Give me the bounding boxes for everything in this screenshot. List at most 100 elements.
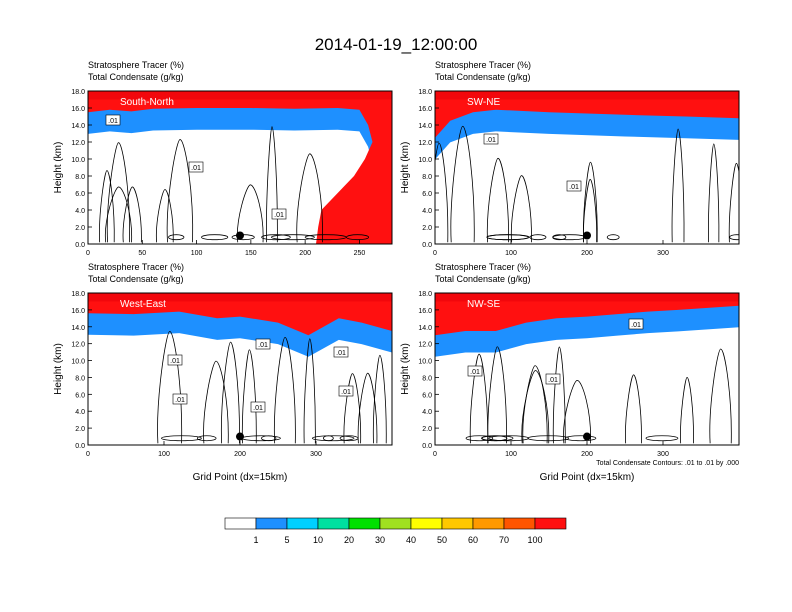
contour-line [273,336,296,444]
contour-label-text: .01 [258,342,268,349]
contour-label: .01 [105,114,121,126]
contour-line [343,373,362,444]
contour-label-text: .01 [253,405,263,412]
x-axis-label: Grid Point (dx=15km) [193,472,288,483]
contour-line [122,186,142,243]
location-marker [583,231,591,240]
contour-line [339,435,359,442]
x-tick-label: 300 [310,451,322,458]
contour-label-text: .01 [470,369,480,376]
tracer-band [435,91,739,138]
contour-line [582,161,598,243]
colorbar-label: 50 [437,535,447,545]
y-tick-label: 18.0 [418,291,432,298]
colorbar-label: 20 [344,535,354,545]
panel-label: NW-SE [467,299,500,310]
contour-label: .01 [250,401,266,413]
colorbar-label: 70 [499,535,509,545]
colorbar-label: 40 [406,535,416,545]
location-marker [236,432,244,441]
x-tick-label: 0 [86,250,90,257]
contour-label-text: .01 [175,397,185,404]
contour-line [104,186,132,243]
y-tick-label: 16.0 [418,106,432,113]
contour-label: .01 [628,318,644,330]
colorbar-label: 5 [284,535,289,545]
contour-label-text: .01 [341,389,351,396]
chart-panel: .01 .01 .01 South-North Stratosphere Tracer … [53,60,393,257]
y-tick-label: 8.0 [75,375,85,382]
x-tick-label: 300 [657,451,669,458]
panel-label: SW-NE [467,97,500,108]
y-axis-label: Height (km) [400,343,411,395]
contour-label-text: .01 [486,137,496,144]
contour-line [510,175,532,243]
contour-label-text: .01 [336,350,346,357]
contour-line [168,234,185,241]
colorbar-cell [286,517,319,530]
field-label-condensate: Total Condensate (g/kg) [88,274,184,284]
field-label-tracer: Stratosphere Tracer (%) [88,262,184,272]
contour-label: .01 [167,354,183,366]
chart-panel: .01 .01 SW-NE Stratosphere Tracer (%) Total … [400,60,740,257]
tracer-top-stripe [435,91,739,100]
y-tick-label: 0.0 [75,443,85,450]
y-tick-label: 2.0 [75,225,85,232]
colorbar-label: 1 [253,535,258,545]
field-label-condensate: Total Condensate (g/kg) [435,274,531,284]
contour-label-text: .01 [108,118,118,125]
colorbar: 1 5 10 20 30 40 50 60 70 100 [224,517,567,545]
field-label-tracer: Stratosphere Tracer (%) [435,262,531,272]
contour-line [671,128,685,243]
tracer-shading [88,293,392,357]
y-tick-label: 12.0 [71,140,85,147]
contour-line [266,126,278,243]
y-tick-label: 16.0 [418,308,432,315]
contour-line [357,372,378,444]
panels: .01 .01 .01 South-North Stratosphere Tracer … [53,60,740,483]
contour-label-text: .01 [569,184,579,191]
colorbar-cell [534,517,567,530]
contour-line [521,370,550,444]
y-tick-label: 14.0 [418,325,432,332]
contour-label: .01 [255,338,271,350]
contour-label: .01 [566,180,582,192]
contour-line [203,360,229,444]
contour-line [261,234,291,241]
x-tick-label: 200 [581,250,593,257]
contour-label-text: .01 [191,165,201,172]
x-tick-label: 0 [86,451,90,458]
contour-line [487,346,507,444]
y-axis-label: Height (km) [53,142,64,194]
tracer-shading [435,91,739,160]
x-axis-label: Grid Point (dx=15km) [540,472,635,483]
contour-line [435,142,449,243]
location-marker [236,231,244,240]
contour-line [469,353,489,444]
y-tick-label: 16.0 [71,106,85,113]
contour-label: .01 [172,393,188,405]
y-tick-label: 0.0 [75,242,85,249]
contour-line [486,157,509,243]
x-tick-label: 50 [138,250,146,257]
tracer-band [88,91,392,244]
x-tick-label: 0 [433,250,437,257]
condensate-contours [435,125,739,243]
y-tick-label: 14.0 [71,123,85,130]
contour-line [552,346,566,444]
contour-line [645,435,679,442]
contour-line [304,234,347,241]
contour-line [155,189,174,243]
x-tick-label: 200 [234,451,246,458]
colorbar-cell [255,517,288,530]
y-tick-label: 6.0 [75,191,85,198]
contour-label: .01 [483,133,499,145]
contour-line [522,365,548,444]
y-tick-label: 18.0 [418,89,432,96]
contour-line [166,139,194,243]
location-marker [583,432,591,441]
y-tick-label: 10.0 [71,359,85,366]
contour-line [488,435,530,442]
tracer-top-stripe [88,91,392,100]
contour-line [220,341,240,444]
